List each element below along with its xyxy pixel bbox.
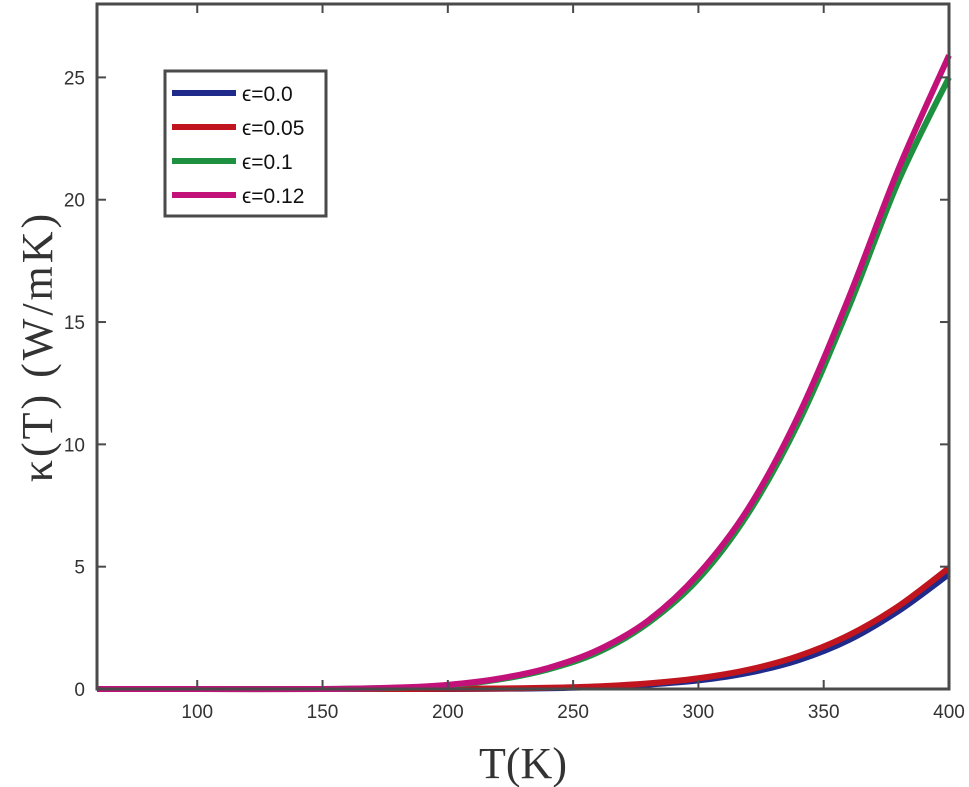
y-tick-label: 20 <box>64 191 85 212</box>
y-tick-label: 0 <box>74 680 85 701</box>
x-axis-label: T(K) <box>479 739 567 787</box>
legend-label: ϵ=0.12 <box>242 185 304 208</box>
x-tick-label: 400 <box>933 702 965 723</box>
legend-label: ϵ=0.05 <box>242 117 304 140</box>
axes-frame <box>95 2 951 691</box>
x-tick-label: 200 <box>432 702 464 723</box>
legend: ϵ=0.0 ϵ=0.05 ϵ=0.1 ϵ=0.12 <box>163 69 328 218</box>
y-tick-label: 10 <box>64 435 85 456</box>
y-axis-label: κ(T) (W/mK) <box>13 211 62 482</box>
ticks-layer: 100 150 200 250 300 350 400 0 5 10 15 20 25 <box>64 4 965 723</box>
y-tick-label: 25 <box>64 68 85 89</box>
y-tick-label: 15 <box>64 313 85 334</box>
x-tick-label: 350 <box>808 702 840 723</box>
x-tick-label: 300 <box>683 702 715 723</box>
x-tick-label: 100 <box>181 702 213 723</box>
legend-label: ϵ=0.0 <box>242 83 293 106</box>
x-tick-label: 250 <box>557 702 589 723</box>
legend-label: ϵ=0.1 <box>242 151 293 174</box>
x-tick-label: 150 <box>307 702 339 723</box>
y-tick-label: 5 <box>74 558 85 579</box>
